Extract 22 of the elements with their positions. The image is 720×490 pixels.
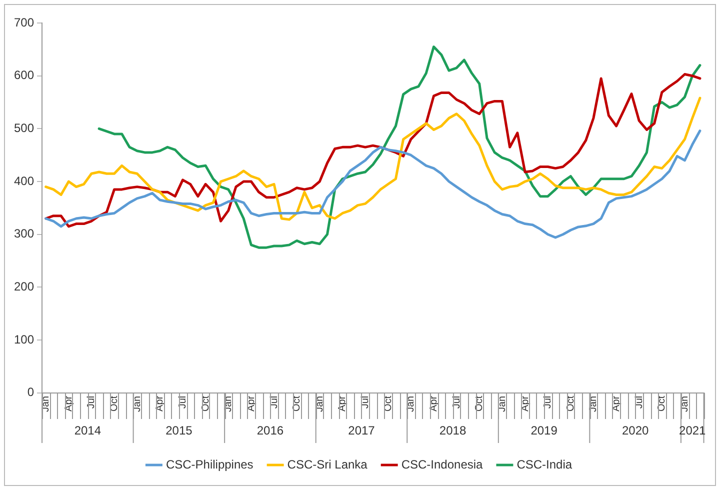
- legend-label: CSC-Sri Lanka: [287, 457, 368, 472]
- legend-label: CSC-Philippines: [166, 457, 254, 472]
- text: 2018: [439, 423, 466, 438]
- x-tick-label: Jan: [406, 396, 417, 412]
- text: 2015: [166, 423, 193, 438]
- text: 2017: [348, 423, 376, 438]
- x-tick-label: Jan: [40, 396, 52, 412]
- text: 2019: [530, 423, 558, 438]
- text: 2021: [679, 423, 706, 438]
- legend-label: CSC-India: [516, 457, 572, 472]
- y-tick-label: 700: [14, 15, 34, 30]
- text: 2014: [74, 423, 102, 438]
- y-tick-label: 100: [14, 332, 34, 346]
- text: 2020: [622, 423, 649, 438]
- y-tick-label: 400: [14, 174, 34, 188]
- y-tick-label: 500: [14, 120, 34, 135]
- legend-label: CSC-Indonesia: [401, 457, 484, 472]
- y-tick-label: 600: [14, 68, 34, 82]
- y-tick-label: 0: [27, 385, 34, 400]
- text: 2016: [256, 423, 284, 438]
- y-tick-label: 300: [14, 226, 34, 241]
- y-tick-label: 200: [14, 280, 34, 294]
